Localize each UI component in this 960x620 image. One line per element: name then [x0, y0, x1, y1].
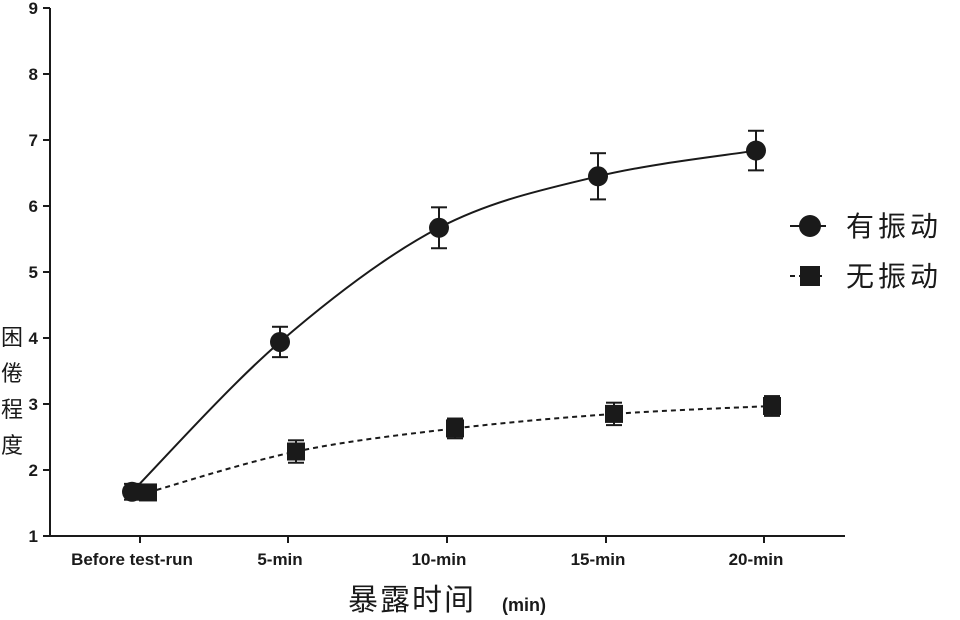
legend-marker-circle — [799, 215, 821, 237]
legend-item: 无振动 — [790, 260, 942, 293]
y-tick-label: 5 — [29, 263, 38, 282]
y-tick-label: 7 — [29, 131, 38, 150]
legend-label: 无振动 — [846, 260, 942, 293]
data-point-circle — [429, 217, 449, 238]
x-tick-label: 15-min — [571, 550, 626, 569]
data-point-square — [287, 442, 305, 461]
x-tick-label: Before test-run — [71, 550, 193, 569]
x-tick-label: 20-min — [729, 550, 784, 569]
data-point-circle — [122, 481, 142, 502]
series-line — [147, 404, 773, 494]
data-point-square — [446, 419, 464, 438]
y-axis-label-char: 程 — [1, 398, 23, 423]
data-point-circle — [270, 331, 290, 352]
y-axis-ticks: 1 2 3 4 5 6 7 8 9 — [29, 0, 50, 546]
x-axis-unit: (min) — [502, 595, 546, 615]
data-point-square — [139, 483, 157, 502]
data-point-square — [605, 404, 623, 423]
series-1 — [122, 129, 766, 502]
series-line — [131, 149, 757, 493]
y-axis-label-char: 倦 — [1, 362, 23, 387]
x-tick-label: 5-min — [257, 550, 302, 569]
y-axis-label-char: 困 — [1, 326, 23, 351]
x-tick-label: 10-min — [412, 550, 467, 569]
series-layer — [122, 129, 781, 502]
series-2 — [139, 395, 781, 502]
x-axis-label: 暴露时间 — [348, 583, 476, 618]
x-axis-ticks: Before test-run 5-min 10-min 15-min 20-min — [71, 536, 783, 569]
y-tick-label: 2 — [29, 461, 38, 480]
y-tick-label: 9 — [29, 0, 38, 18]
y-tick-label: 8 — [29, 65, 38, 84]
y-tick-label: 1 — [29, 527, 38, 546]
axes — [49, 8, 845, 537]
y-tick-label: 4 — [29, 329, 39, 348]
y-axis-label-char: 度 — [1, 434, 23, 459]
data-point-square — [763, 396, 781, 415]
y-tick-label: 6 — [29, 197, 38, 216]
legend-label: 有振动 — [846, 210, 942, 243]
data-point-circle — [746, 140, 766, 161]
legend-item: 有振动 — [790, 210, 942, 243]
y-tick-label: 3 — [29, 395, 38, 414]
data-point-circle — [588, 166, 608, 187]
legend-marker-square — [800, 266, 820, 286]
